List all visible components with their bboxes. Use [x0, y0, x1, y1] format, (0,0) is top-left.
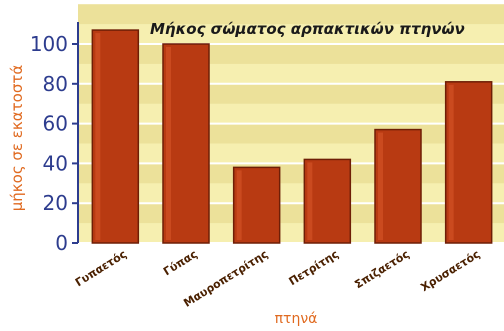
plot-band	[78, 163, 504, 184]
bar-highlight	[166, 47, 171, 240]
bar-highlight	[95, 33, 101, 240]
grid-lines	[78, 43, 504, 244]
x-axis-label: πτηνά	[275, 311, 318, 327]
y-axis-label: μήκος σε εκατοστά	[8, 65, 26, 212]
plot-band	[78, 44, 504, 64]
bars	[91, 29, 493, 244]
plot-band	[78, 203, 504, 224]
y-axis: 0 20 40 60 80 100	[30, 22, 79, 255]
bar-highlight	[236, 170, 242, 240]
y-tick-label: 60	[43, 112, 68, 136]
plot-band	[78, 123, 504, 144]
y-tick-label: 100	[30, 32, 68, 56]
y-tick-label: 0	[55, 231, 68, 255]
plot-band	[78, 83, 504, 104]
chart-title: Μήκος σώματος αρπακτικών πτηνών	[150, 20, 465, 38]
bar-highlight	[307, 162, 313, 240]
bar-highlight	[448, 84, 454, 240]
bar-highlight	[378, 132, 383, 240]
y-tick-label: 80	[43, 72, 68, 96]
y-tick-label: 40	[43, 151, 68, 175]
plot-band	[78, 4, 504, 25]
y-tick-label: 20	[43, 191, 68, 215]
